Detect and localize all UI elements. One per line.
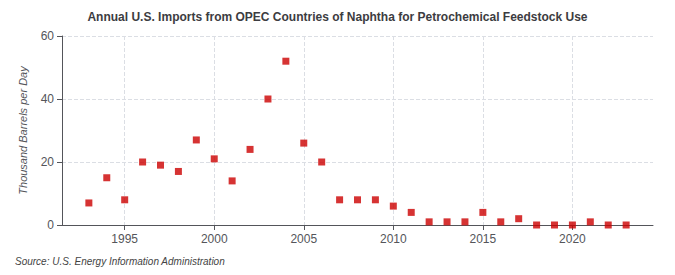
svg-text:60: 60 (41, 29, 55, 43)
svg-text:0: 0 (47, 218, 54, 232)
svg-text:2005: 2005 (290, 232, 317, 246)
svg-text:Annual U.S. Imports from OPEC: Annual U.S. Imports from OPEC Countries … (87, 10, 587, 24)
svg-text:2015: 2015 (470, 232, 497, 246)
svg-text:2010: 2010 (380, 232, 407, 246)
svg-text:2020: 2020 (559, 232, 586, 246)
svg-text:2000: 2000 (201, 232, 228, 246)
svg-text:Thousand Barrels per Day: Thousand Barrels per Day (17, 65, 29, 195)
svg-text:40: 40 (41, 92, 55, 106)
svg-text:1995: 1995 (111, 232, 138, 246)
svg-text:Source: U.S. Energy Informatio: Source: U.S. Energy Information Administ… (15, 256, 225, 267)
svg-text:20: 20 (41, 155, 55, 169)
